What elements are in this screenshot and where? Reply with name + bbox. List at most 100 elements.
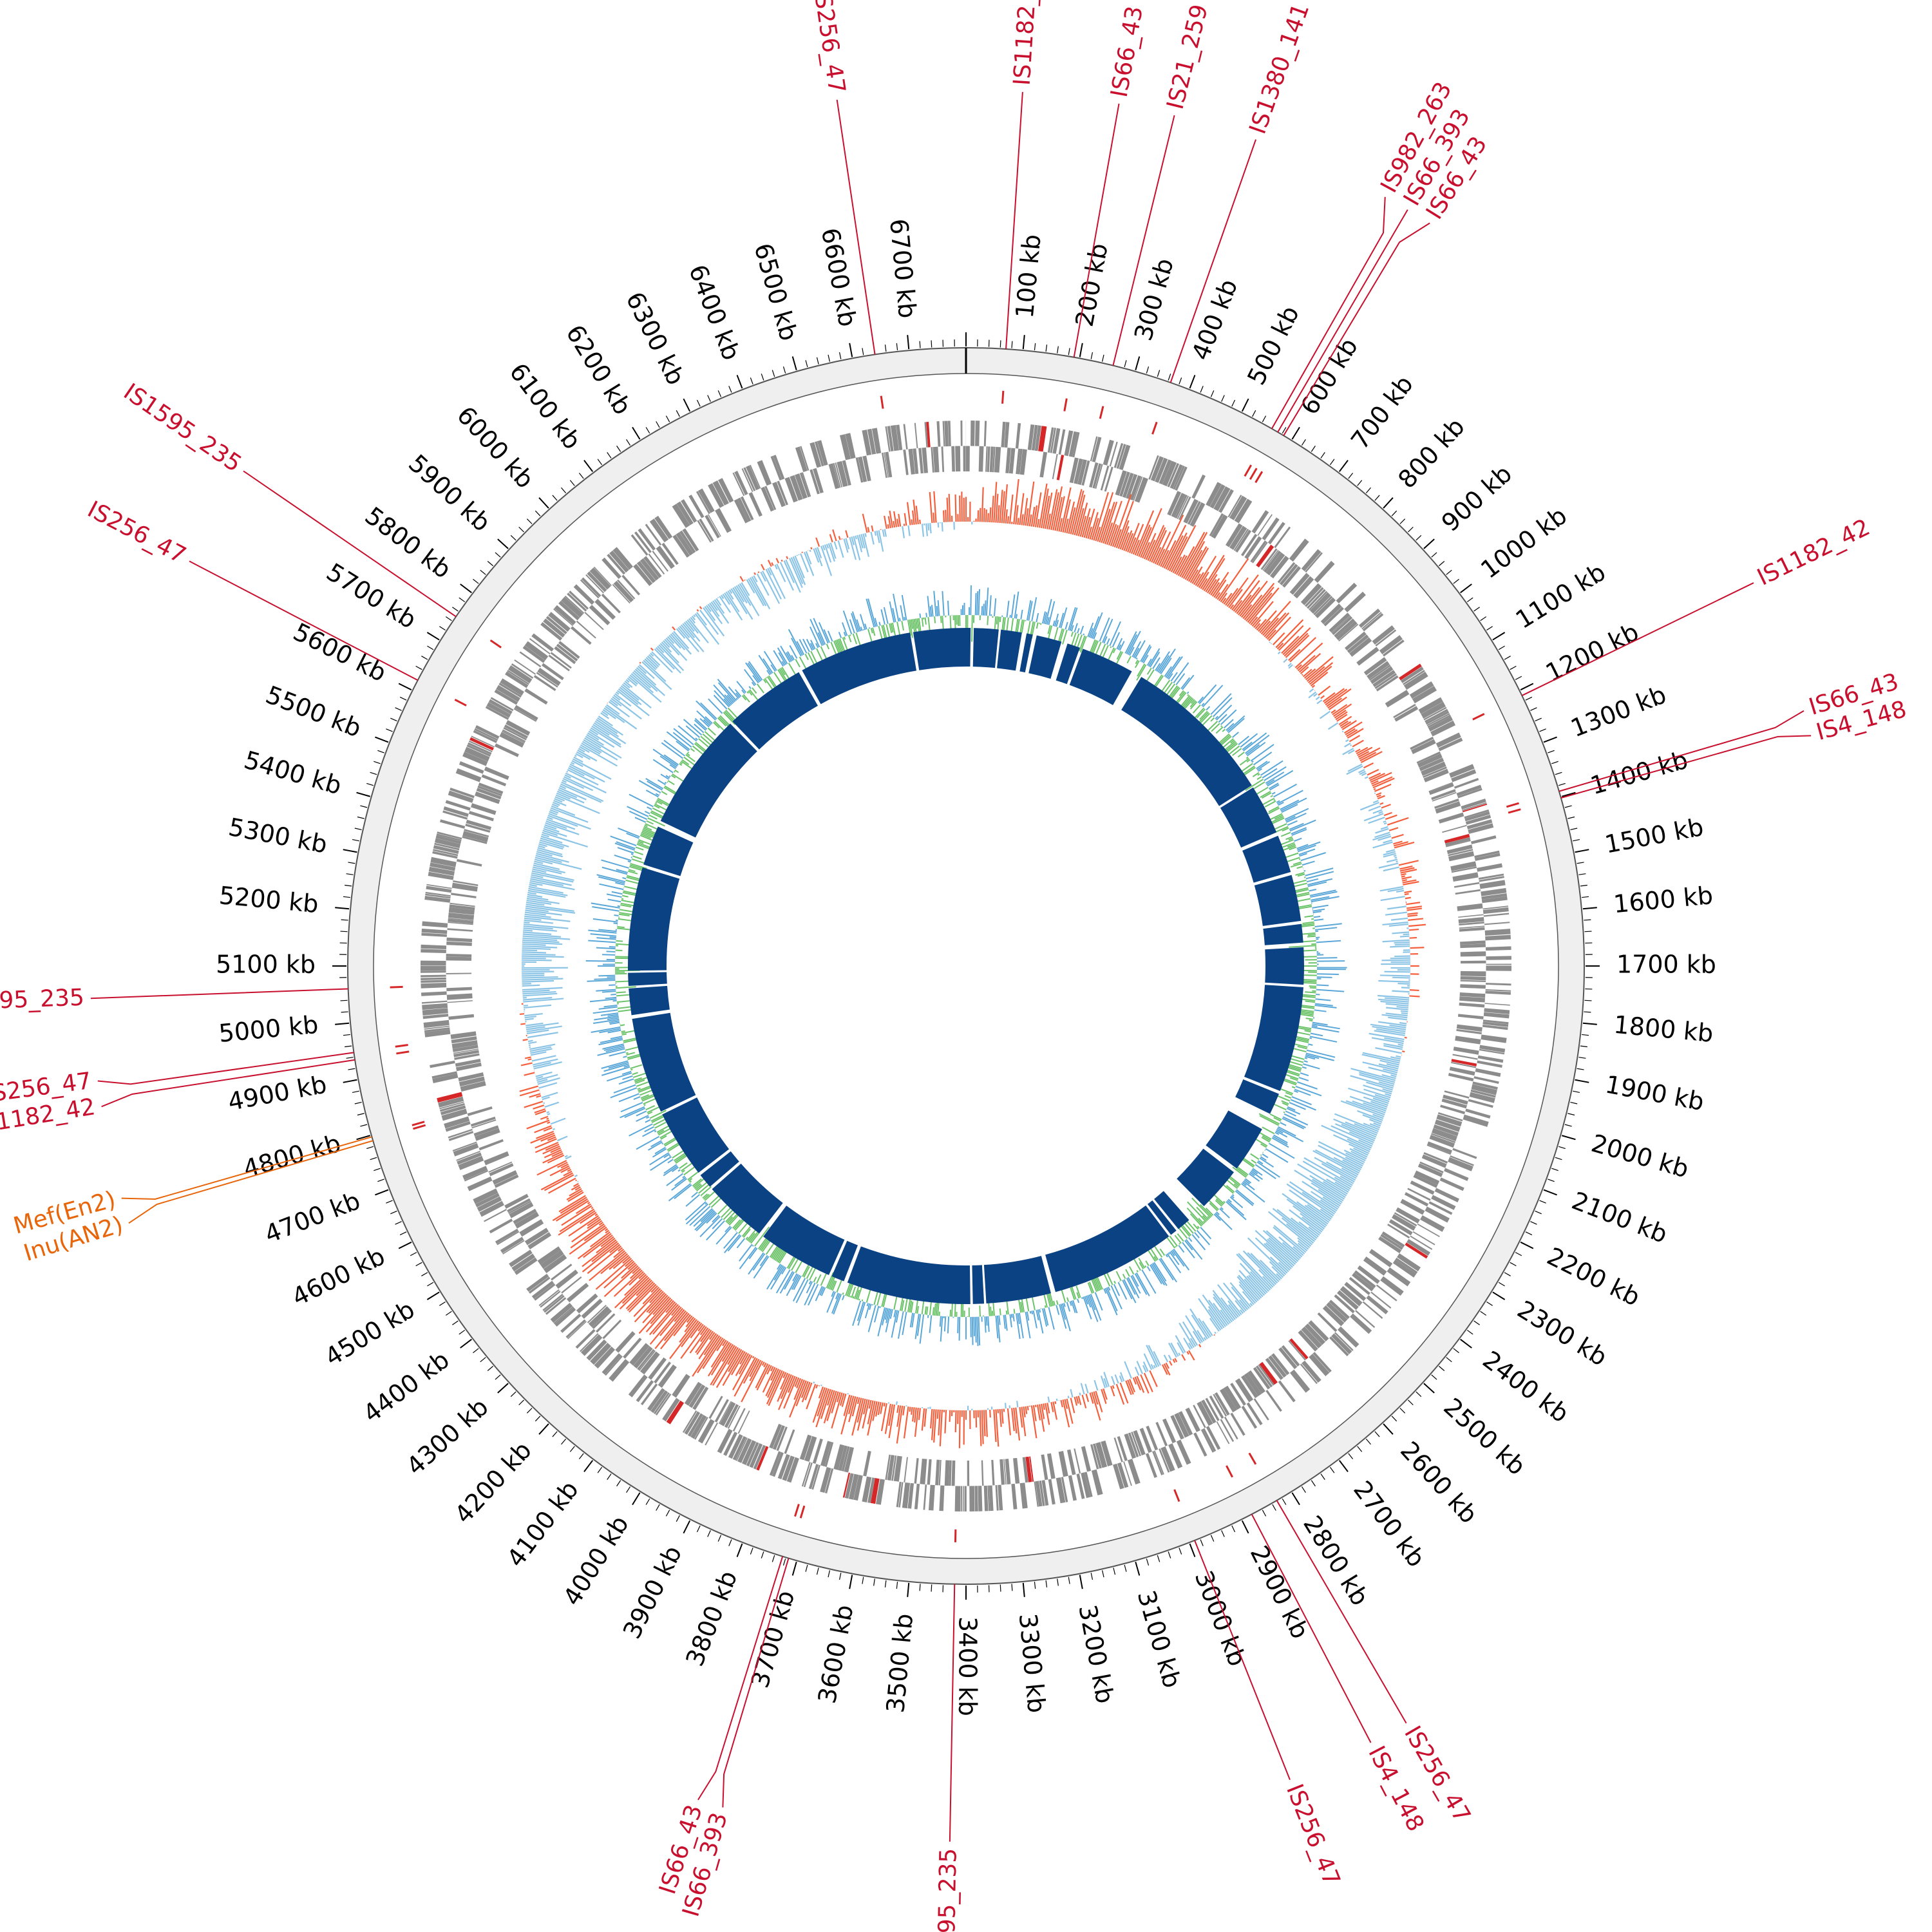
cds-block <box>537 667 561 687</box>
cds-block <box>505 671 529 688</box>
cds-block <box>561 596 583 618</box>
cds-block <box>885 451 893 478</box>
minor-tick <box>1068 1577 1070 1584</box>
tick-label: 2000 kb <box>1588 1129 1692 1184</box>
minor-tick <box>1573 1090 1580 1094</box>
minor-tick <box>1210 390 1215 397</box>
cds-block <box>1357 1265 1380 1284</box>
minor-tick <box>427 1282 434 1287</box>
cds-block <box>1289 1369 1311 1393</box>
cds-block <box>448 1131 474 1141</box>
feature-leader-line <box>243 470 457 618</box>
tick-label: 2400 kb <box>1477 1345 1574 1428</box>
cds-block <box>489 1218 513 1234</box>
cds-block <box>509 1249 533 1267</box>
cds-block <box>1027 424 1035 450</box>
cds-block <box>1423 768 1449 782</box>
cds-block <box>553 1306 574 1324</box>
cds-block <box>811 1464 821 1490</box>
cds-block <box>1442 824 1467 833</box>
cds-block <box>1326 1302 1348 1323</box>
cds-block <box>1113 443 1124 468</box>
cds-block <box>473 730 497 743</box>
cds-block <box>746 1442 759 1467</box>
minor-tick <box>360 805 368 808</box>
cds-block <box>1216 1421 1230 1444</box>
cds-block <box>971 421 975 446</box>
cds-block <box>1176 1439 1191 1465</box>
cds-block <box>495 1228 519 1244</box>
cds-block <box>1478 873 1504 880</box>
cds-block <box>1005 448 1011 473</box>
minor-tick <box>1466 597 1473 603</box>
cds-block <box>1439 1177 1464 1191</box>
cds-block <box>648 1357 667 1380</box>
cds-block <box>1441 1098 1467 1109</box>
minor-tick <box>377 1179 384 1182</box>
minor-tick <box>1504 1272 1511 1276</box>
cds-block <box>992 446 996 473</box>
major-tick <box>1079 343 1083 357</box>
cds-block <box>550 652 572 669</box>
cds-block <box>460 1081 486 1092</box>
cds-block <box>1241 1375 1258 1399</box>
minor-tick <box>1301 439 1306 446</box>
cds-block <box>1469 1092 1495 1103</box>
cds-block <box>1338 1326 1359 1348</box>
cds-block <box>1205 1397 1220 1421</box>
minor-tick <box>395 707 402 711</box>
cds-block <box>1265 1358 1283 1380</box>
minor-tick <box>1539 1200 1546 1204</box>
homology-block <box>628 867 680 971</box>
cds-block <box>1485 983 1511 986</box>
cds-block <box>1459 1002 1485 1008</box>
is-feature-label: IS1182_42 <box>1753 514 1874 591</box>
minor-tick <box>805 1564 808 1572</box>
cds-block <box>784 477 798 503</box>
cds-block <box>1460 960 1486 964</box>
cds-block <box>799 472 810 498</box>
cds-block <box>1464 809 1490 819</box>
cds-block <box>1116 444 1126 469</box>
cds-block <box>1092 437 1102 462</box>
cds-block <box>1278 1347 1298 1369</box>
minor-tick <box>352 838 359 842</box>
cds-block <box>453 880 478 886</box>
cds-block <box>580 1334 603 1356</box>
cds-block <box>1301 549 1321 572</box>
feature-leader-line <box>97 1052 354 1085</box>
minor-tick <box>1057 346 1059 354</box>
cds-block <box>820 1467 831 1493</box>
cds-block <box>479 1200 504 1217</box>
cds-block <box>553 608 574 627</box>
cds-block <box>554 1307 576 1327</box>
cds-block <box>596 1313 616 1333</box>
minor-tick <box>616 445 621 452</box>
cds-block <box>1320 603 1342 625</box>
cds-block <box>1211 514 1228 539</box>
feature-leader-line <box>1194 1540 1291 1780</box>
cds-block <box>1460 976 1486 981</box>
cds-block <box>871 428 882 454</box>
cds-block <box>1046 1453 1056 1479</box>
cds-block <box>1307 589 1326 609</box>
cds-block <box>1403 670 1425 685</box>
cds-block <box>1452 872 1479 882</box>
cds-block <box>1267 522 1285 545</box>
tick-label: 1300 kb <box>1567 680 1670 743</box>
minor-tick <box>1408 1399 1414 1406</box>
mge-mark <box>396 1050 410 1055</box>
minor-tick <box>1551 761 1558 764</box>
cds-block <box>1003 1459 1007 1485</box>
cds-block <box>422 1014 449 1019</box>
minor-tick <box>390 1210 397 1215</box>
minor-tick <box>1090 1573 1094 1580</box>
cds-block <box>1179 496 1191 520</box>
cds-block <box>430 862 456 871</box>
minor-tick <box>1431 1374 1437 1380</box>
cds-block <box>458 1155 484 1170</box>
minor-tick <box>1102 354 1104 362</box>
minor-tick <box>645 1498 650 1505</box>
major-tick <box>538 497 549 509</box>
cds-block <box>558 600 580 621</box>
